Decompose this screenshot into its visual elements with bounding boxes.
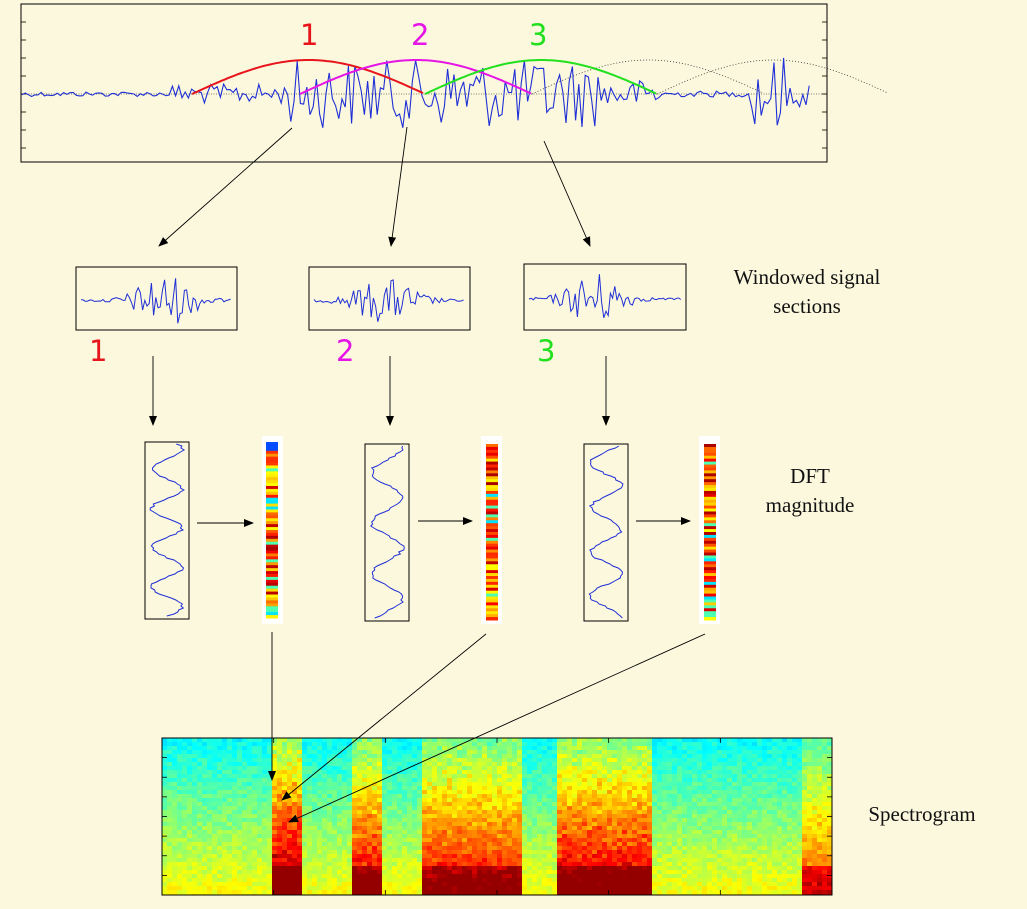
windowed-section-3-waveform	[528, 274, 682, 318]
color-strip-1	[262, 436, 283, 624]
windowed-section-3	[523, 263, 687, 331]
window-number-3-section: 3	[537, 334, 556, 368]
dft-label: DFT magnitude	[745, 462, 875, 520]
spectrogram	[161, 737, 833, 896]
arrows	[149, 126, 706, 823]
window-number-1-top: 1	[300, 18, 319, 52]
window-number-1-section: 1	[89, 334, 108, 368]
color-strip-3	[699, 436, 720, 624]
window-number-3-top: 3	[529, 18, 548, 52]
signal-panel-frame	[20, 3, 828, 163]
window-2-curve	[299, 59, 532, 95]
window-number-2-top: 2	[411, 18, 430, 52]
windowed-section-2-waveform	[313, 279, 464, 322]
window-number-2-section: 2	[336, 334, 355, 368]
signal-panel	[20, 3, 889, 163]
color-strip-2	[481, 436, 502, 624]
windowed-label-line1: Windowed signal	[733, 265, 881, 289]
windowed-section-1-waveform	[80, 278, 231, 324]
dft-3-curve	[588, 445, 624, 619]
window-3-curve	[424, 59, 657, 95]
windowed-label: Windowed signal sections	[712, 263, 902, 321]
dft-plot-3	[583, 443, 629, 622]
signal-panel-ticks	[21, 3, 827, 163]
dft-label-line1: DFT	[790, 464, 830, 488]
dft-2-curve	[370, 445, 405, 619]
dft-1-curve	[149, 443, 186, 617]
arrow-signal-to-section-3	[543, 140, 591, 247]
dft-plot-1	[144, 441, 190, 620]
arrow-signal-to-section-2	[388, 126, 408, 247]
arrow-strip-3-to-spectrogram	[288, 633, 706, 823]
windowed-label-line2: sections	[773, 294, 841, 318]
window-1-curve	[191, 59, 424, 95]
windowed-section-1	[75, 266, 238, 331]
arrow-strip-2-to-spectrogram	[281, 633, 487, 801]
dft-label-line2: magnitude	[765, 493, 855, 517]
dft-plot-2	[364, 443, 410, 622]
arrow-signal-to-section-1	[158, 127, 293, 247]
spectrogram-label: Spectrogram	[868, 802, 976, 826]
windowed-section-2	[308, 266, 471, 331]
